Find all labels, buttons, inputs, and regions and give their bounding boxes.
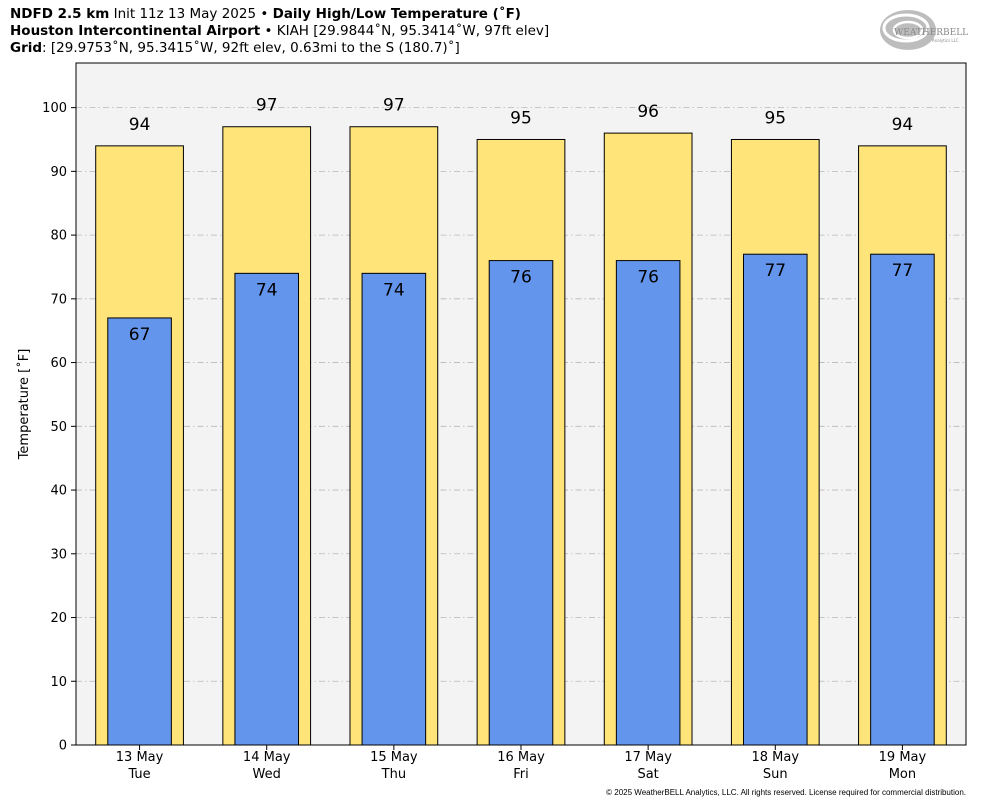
y-tick-label: 10 <box>50 675 67 690</box>
high-value-label: 95 <box>510 108 532 128</box>
low-value-label: 77 <box>764 261 786 281</box>
x-tick-label-date: 15 May <box>370 750 418 765</box>
low-value-label: 76 <box>637 268 659 288</box>
low-bar <box>615 260 681 746</box>
x-tick-label-weekday: Tue <box>127 767 150 782</box>
x-tick-label-weekday: Sun <box>763 767 788 782</box>
logo-text: WEATHERBELL <box>894 28 968 38</box>
x-tick-label-weekday: Wed <box>253 767 281 782</box>
x-tick-label-date: 19 May <box>879 750 927 765</box>
high-value-label: 96 <box>637 102 659 122</box>
high-value-label: 97 <box>256 96 278 116</box>
low-value-label: 77 <box>892 261 914 281</box>
separator: • <box>256 6 273 22</box>
high-value-label: 94 <box>129 115 151 135</box>
low-bar <box>107 317 172 746</box>
axes: 0 10 20 30 40 50 60 70 80 90 100 13 May Tue 14 May Wed… <box>42 101 926 782</box>
y-tick-label: 70 <box>50 292 67 307</box>
low-value-label: 67 <box>129 325 151 345</box>
x-tick-label-date: 18 May <box>752 750 800 765</box>
x-tick-label-date: 14 May <box>243 750 291 765</box>
station-name: Houston Intercontinental Airport <box>10 23 261 39</box>
header-line-2: Houston Intercontinental Airport • KIAH … <box>10 23 549 40</box>
bars <box>95 126 947 746</box>
y-tick-label: 40 <box>50 484 67 499</box>
y-tick-label: 80 <box>50 229 67 244</box>
y-tick-label: 100 <box>42 101 67 116</box>
low-value-label: 74 <box>256 280 278 300</box>
y-tick-label: 0 <box>59 739 67 754</box>
data-labels: 94 67 97 74 97 74 95 76 96 76 95 77 94 77 <box>129 96 913 345</box>
x-tick-label-date: 13 May <box>116 750 164 765</box>
x-tick-label-weekday: Mon <box>889 767 916 782</box>
header-line-3: Grid: [29.9753˚N, 95.3415˚W, 92ft elev, … <box>10 40 549 57</box>
high-value-label: 94 <box>892 115 914 135</box>
low-bar <box>870 253 935 746</box>
x-tick-label-weekday: Thu <box>381 767 406 782</box>
weatherbell-logo: WEATHERBELL Analytics LLC <box>880 10 968 50</box>
chart-title: Daily High/Low Temperature (˚F) <box>272 6 521 22</box>
grid-label: Grid <box>10 40 43 56</box>
y-tick-label: 20 <box>50 611 67 626</box>
high-value-label: 97 <box>383 96 405 116</box>
x-tick-label-weekday: Fri <box>513 767 529 782</box>
low-bar <box>361 272 427 746</box>
y-tick-label: 90 <box>50 165 67 180</box>
low-bar <box>488 260 554 746</box>
chart-header: NDFD 2.5 km Init 11z 13 May 2025 • Daily… <box>10 6 549 57</box>
low-bar <box>234 272 300 746</box>
copyright: © 2025 WeatherBELL Analytics, LLC. All r… <box>606 788 966 797</box>
logo-subtext: Analytics LLC <box>932 38 959 43</box>
separator: • <box>260 23 277 39</box>
grid-info: : [29.9753˚N, 95.3415˚W, 92ft elev, 0.63… <box>42 40 460 56</box>
y-axis-label: Temperature [˚F] <box>16 349 32 461</box>
model-name: NDFD 2.5 km <box>10 6 110 22</box>
high-value-label: 95 <box>764 108 786 128</box>
station-info: KIAH [29.9844˚N, 95.3414˚W, 97ft elev] <box>276 23 550 39</box>
init-time: Init 11z 13 May 2025 <box>113 6 257 22</box>
y-tick-label: 60 <box>50 356 67 371</box>
low-value-label: 76 <box>510 268 532 288</box>
low-bar <box>743 253 808 746</box>
low-value-label: 74 <box>383 280 405 300</box>
x-tick-label-date: 17 May <box>624 750 672 765</box>
header-line-1: NDFD 2.5 km Init 11z 13 May 2025 • Daily… <box>10 6 549 23</box>
x-tick-label-date: 16 May <box>497 750 545 765</box>
y-tick-label: 50 <box>50 420 67 435</box>
x-tick-label-weekday: Sat <box>637 767 658 782</box>
y-tick-label: 30 <box>50 547 67 562</box>
